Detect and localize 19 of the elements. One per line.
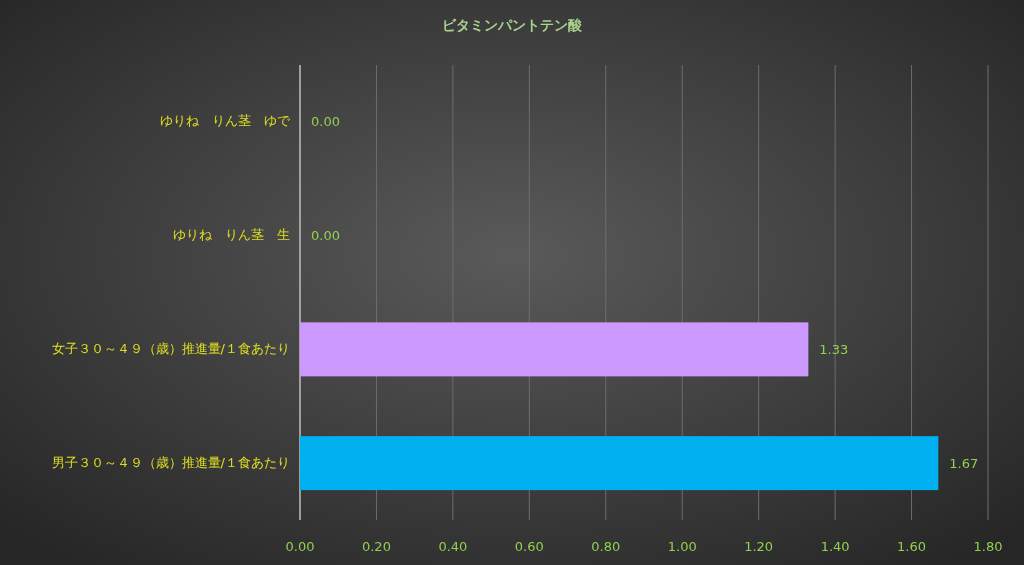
x-tick-label: 1.60 (897, 538, 927, 554)
data-label: 0.00 (311, 228, 340, 244)
x-tick-label: 0.20 (361, 538, 391, 554)
x-tick-label: 1.00 (667, 538, 697, 554)
data-label: 1.67 (949, 455, 979, 471)
x-tick-label: 0.80 (591, 538, 621, 554)
x-tick-label: 1.40 (820, 538, 850, 554)
x-tick-label: 0.40 (438, 538, 468, 554)
x-tick-label: 0.00 (285, 538, 315, 554)
y-tick-label: 男子３０～４９（歳）推進量/１食あたり (51, 454, 290, 470)
x-tick-label: 1.20 (744, 538, 774, 554)
data-label: 1.33 (819, 341, 849, 357)
data-label: 0.00 (311, 114, 340, 130)
x-tick-label: 0.60 (514, 538, 544, 554)
y-tick-label: ゆりね りん茎 ゆで (160, 113, 291, 129)
chart-title: ビタミンパントテン酸 (442, 17, 583, 33)
y-tick-label: 女子３０～４９（歳）推進量/１食あたり (51, 340, 290, 356)
y-tick-label: ゆりね りん茎 生 (173, 227, 290, 243)
x-tick-label: 1.80 (973, 538, 1003, 554)
